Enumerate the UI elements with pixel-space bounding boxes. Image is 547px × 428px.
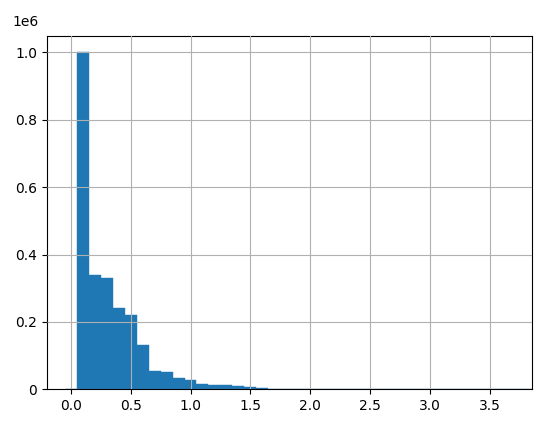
Bar [257,388,269,389]
Bar [137,345,149,389]
Bar [220,385,232,389]
Bar [149,371,161,389]
Bar [184,380,196,389]
Bar [113,309,125,389]
Text: 1e6: 1e6 [13,15,39,29]
Bar [232,386,245,389]
Bar [89,275,101,389]
Bar [172,378,184,389]
Bar [208,385,220,389]
Bar [245,386,257,389]
Bar [161,372,172,389]
Bar [125,315,137,389]
Bar [77,53,89,389]
Bar [101,278,113,389]
Bar [196,384,208,389]
